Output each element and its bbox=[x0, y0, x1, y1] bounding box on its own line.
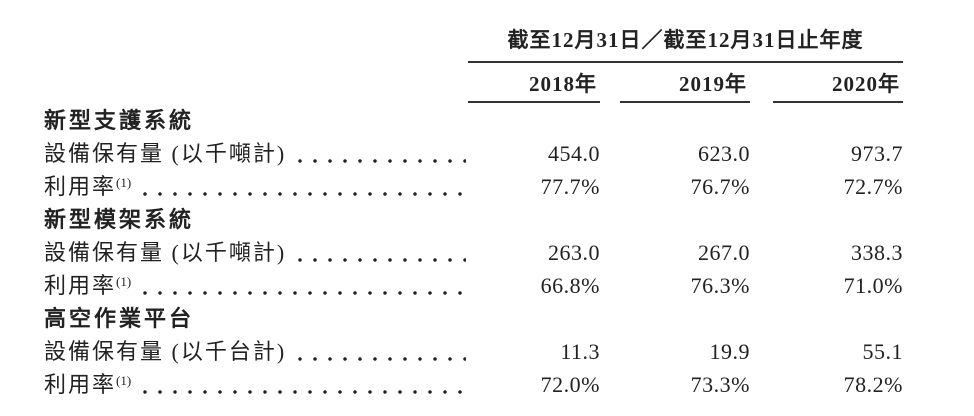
row-label: 設備保有量 (以千噸計) bbox=[44, 242, 286, 264]
operations-data-table: 截至12月31日／截至12月31日止年度 2018年 2019年 2020年 新… bbox=[44, 26, 974, 400]
table-row-label-cell: 利用率(1) bbox=[44, 169, 468, 202]
value-cell: 66.8% bbox=[540, 273, 600, 298]
row-label-text: 利用率 bbox=[44, 372, 117, 397]
column-header-2018: 2018年 bbox=[468, 71, 600, 103]
row-label: 利用率(1) bbox=[44, 176, 131, 198]
value-cell: 72.0% bbox=[540, 372, 600, 397]
table-row-label-cell: 設備保有量 (以千噸計) bbox=[44, 235, 468, 268]
table-row-label-cell: 設備保有量 (以千台計) bbox=[44, 334, 468, 367]
column-header-2019: 2019年 bbox=[620, 71, 750, 103]
value-cell: 71.0% bbox=[843, 273, 903, 298]
table-row-label-cell: 設備保有量 (以千噸計) bbox=[44, 136, 468, 169]
row-label-text: 利用率 bbox=[44, 273, 117, 298]
dot-leader bbox=[143, 390, 466, 394]
value-cell: 55.1 bbox=[862, 339, 903, 364]
header-spacer bbox=[44, 26, 468, 63]
value-cell: 76.3% bbox=[690, 273, 750, 298]
row-label: 利用率(1) bbox=[44, 275, 131, 297]
column-header-cell-2020: 2020年 bbox=[750, 63, 903, 103]
table-row-label-cell: 利用率(1) bbox=[44, 367, 468, 400]
value-cell: 72.7% bbox=[843, 174, 903, 199]
row-label-text: 設備保有量 (以千噸計) bbox=[44, 240, 287, 265]
value-cell: 973.7 bbox=[851, 141, 903, 166]
period-header: 截至12月31日／截至12月31日止年度 bbox=[468, 26, 903, 63]
row-label-text: 利用率 bbox=[44, 174, 117, 199]
column-header-2020: 2020年 bbox=[773, 71, 903, 103]
value-cell: 19.9 bbox=[709, 339, 750, 364]
value-cell: 11.3 bbox=[560, 339, 600, 364]
value-cell: 263.0 bbox=[548, 240, 600, 265]
dot-leader bbox=[143, 192, 466, 196]
row-label: 設備保有量 (以千噸計) bbox=[44, 143, 286, 165]
value-cell: 454.0 bbox=[548, 141, 600, 166]
footnote-marker: (1) bbox=[116, 274, 132, 289]
section-title: 新型支護系統 bbox=[44, 108, 195, 133]
value-cell: 73.3% bbox=[690, 372, 750, 397]
dot-leader bbox=[298, 357, 466, 361]
column-header-cell-2019: 2019年 bbox=[600, 63, 750, 103]
column-header-cell-2018: 2018年 bbox=[468, 63, 600, 103]
table-row-label-cell: 利用率(1) bbox=[44, 268, 468, 301]
row-label-text: 設備保有量 (以千噸計) bbox=[44, 141, 287, 166]
value-cell: 267.0 bbox=[698, 240, 750, 265]
dot-leader bbox=[143, 291, 466, 295]
value-cell: 623.0 bbox=[698, 141, 750, 166]
row-label: 利用率(1) bbox=[44, 374, 131, 396]
section-title: 新型模架系統 bbox=[44, 207, 195, 232]
row-label: 設備保有量 (以千台計) bbox=[44, 341, 286, 363]
value-cell: 76.7% bbox=[690, 174, 750, 199]
value-cell: 77.7% bbox=[540, 174, 600, 199]
footnote-marker: (1) bbox=[116, 175, 132, 190]
row-label-text: 設備保有量 (以千台計) bbox=[44, 339, 287, 364]
dot-leader bbox=[298, 159, 466, 163]
section-title: 高空作業平台 bbox=[44, 306, 195, 331]
year-row-spacer bbox=[44, 63, 468, 103]
footnote-marker: (1) bbox=[116, 373, 132, 388]
dot-leader bbox=[298, 258, 466, 262]
value-cell: 78.2% bbox=[843, 372, 903, 397]
value-cell: 338.3 bbox=[851, 240, 903, 265]
